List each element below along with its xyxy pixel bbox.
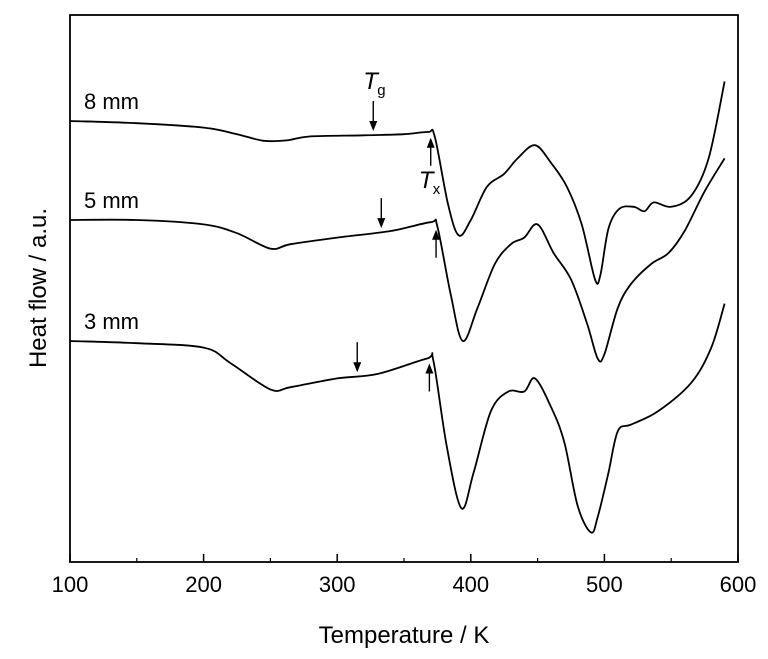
x-tick-label-600: 600	[720, 572, 757, 597]
y-axis-title: Heat flow / a.u.	[25, 208, 52, 368]
annotation-Tg: T	[363, 68, 380, 95]
series-label-8-mm: 8 mm	[84, 89, 139, 114]
x-tick-label-300: 300	[319, 572, 356, 597]
x-tick-label-400: 400	[452, 572, 489, 597]
annotation-Tx: T	[419, 167, 436, 194]
series-label-3-mm: 3 mm	[84, 309, 139, 334]
arrow-head-1	[426, 137, 435, 148]
x-axis-title: Temperature / K	[319, 622, 490, 649]
arrow-head-4	[353, 362, 362, 373]
curves	[69, 81, 726, 534]
curve-5-mm	[69, 157, 726, 363]
arrow-head-3	[432, 229, 441, 240]
curve-8-mm	[69, 81, 726, 285]
curve-3-mm	[69, 303, 726, 534]
series-label-5-mm: 5 mm	[84, 188, 139, 213]
series-labels: 8 mm 5 mm 3 mm	[84, 89, 139, 334]
arrow-head-0	[369, 121, 378, 132]
arrow-head-2	[377, 218, 386, 229]
arrow-head-5	[425, 363, 434, 374]
plot-frame	[69, 14, 739, 563]
x-tick-label-500: 500	[586, 572, 623, 597]
annotation-sub-x: x	[433, 181, 441, 198]
annotation-sub-g: g	[377, 82, 385, 99]
x-tick-label-200: 200	[185, 572, 222, 597]
x-tick-label-100: 100	[52, 572, 89, 597]
x-ticks: 100 200 300 400 500 600	[52, 554, 757, 597]
